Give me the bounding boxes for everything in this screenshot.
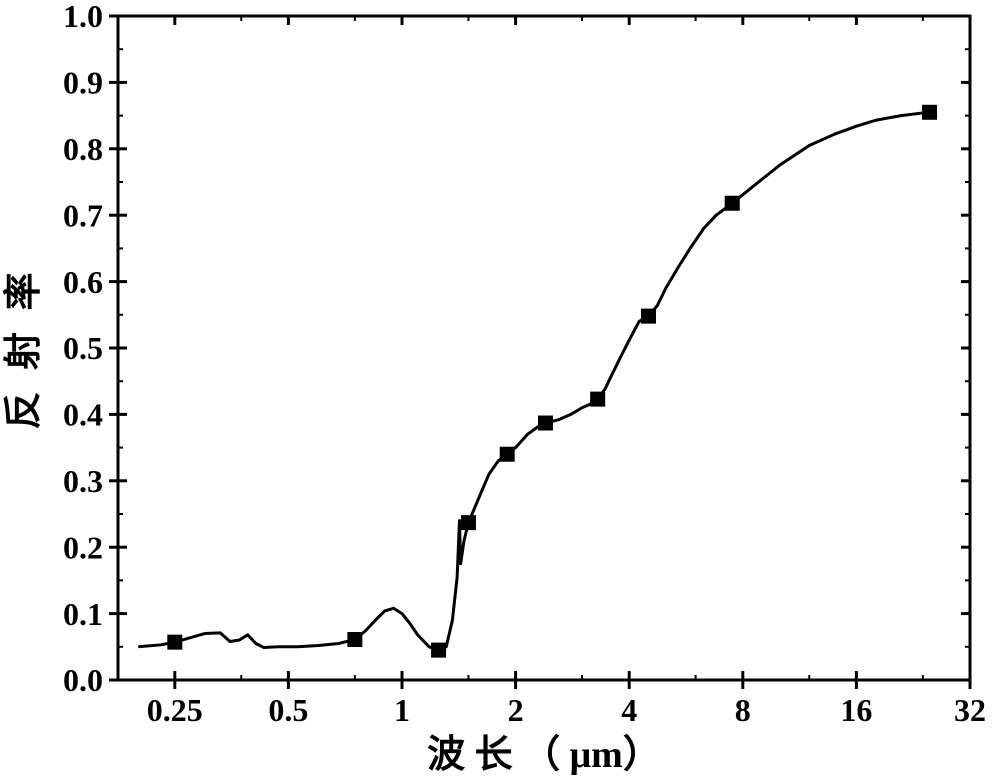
y-tick-label: 0.9 bbox=[63, 65, 103, 101]
marker-square bbox=[461, 515, 476, 530]
marker-square bbox=[922, 105, 937, 120]
marker-square bbox=[725, 196, 740, 211]
y-axis-label: 反 射 率 bbox=[3, 266, 45, 429]
marker-square bbox=[431, 643, 446, 658]
y-tick-label: 0.1 bbox=[63, 596, 103, 632]
y-tick-label: 0.7 bbox=[63, 197, 103, 233]
reflectance-chart: 0.25 0.5 1 2 4 8 16 32 0.0 0.1 0.2 0.3 0.4 0.5 0.6 0.7 0… bbox=[0, 0, 1000, 783]
y-tick-label: 0.3 bbox=[63, 463, 103, 499]
y-tick-label: 0.0 bbox=[63, 662, 103, 698]
marker-square bbox=[641, 309, 656, 324]
y-tick-label: 0.6 bbox=[63, 264, 103, 300]
marker-square bbox=[347, 632, 362, 647]
y-tick-label: 0.5 bbox=[63, 330, 103, 366]
x-tick-label: 2 bbox=[508, 692, 524, 728]
y-tick-label: 0.4 bbox=[63, 397, 103, 433]
marker-square bbox=[500, 447, 515, 462]
x-axis-label: 波 长 （ μm） bbox=[427, 734, 661, 776]
marker-square bbox=[590, 392, 605, 407]
x-tick-label: 1 bbox=[394, 692, 410, 728]
marker-square bbox=[538, 416, 553, 431]
y-tick-label: 1.0 bbox=[63, 0, 103, 34]
x-tick-label: 8 bbox=[735, 692, 751, 728]
chart-background bbox=[0, 0, 1000, 783]
y-tick-label: 0.8 bbox=[63, 131, 103, 167]
x-tick-label: 4 bbox=[621, 692, 637, 728]
x-tick-label: 0.25 bbox=[147, 692, 203, 728]
x-tick-label: 0.5 bbox=[268, 692, 308, 728]
marker-square bbox=[167, 635, 182, 650]
x-tick-label: 32 bbox=[954, 692, 986, 728]
y-tick-label: 0.2 bbox=[63, 529, 103, 565]
x-tick-label: 16 bbox=[840, 692, 872, 728]
